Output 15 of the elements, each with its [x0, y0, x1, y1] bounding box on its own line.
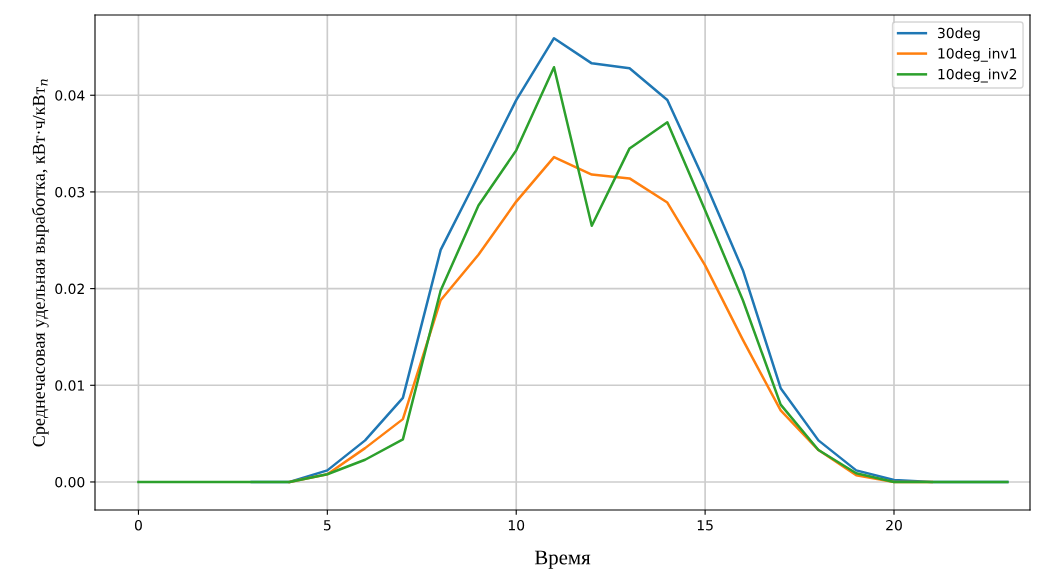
- y-tick-label: 0.00: [55, 476, 85, 488]
- x-axis-title: Время: [534, 550, 591, 569]
- legend-label: 30deg: [938, 27, 980, 41]
- x-tick-label: 10: [508, 519, 525, 531]
- legend-label: 10deg_inv1: [938, 47, 1017, 62]
- y-tick-label: 0.04: [55, 90, 85, 101]
- y-tick-label: 0.03: [55, 186, 85, 198]
- y-tick-label: 0.01: [55, 380, 84, 391]
- y-axis-title: Среднечасовая удельная выработка, кВт·ч/кВт$_{п}$: [31, 79, 49, 447]
- x-tick-label: 20: [886, 519, 902, 531]
- x-tick-label: 5: [323, 520, 331, 531]
- y-tick-label: 0.02: [55, 283, 84, 295]
- x-tick-label: 15: [697, 520, 713, 531]
- x-tick-label: 0: [134, 519, 142, 531]
- legend-label: 10deg_inv2: [938, 68, 1017, 83]
